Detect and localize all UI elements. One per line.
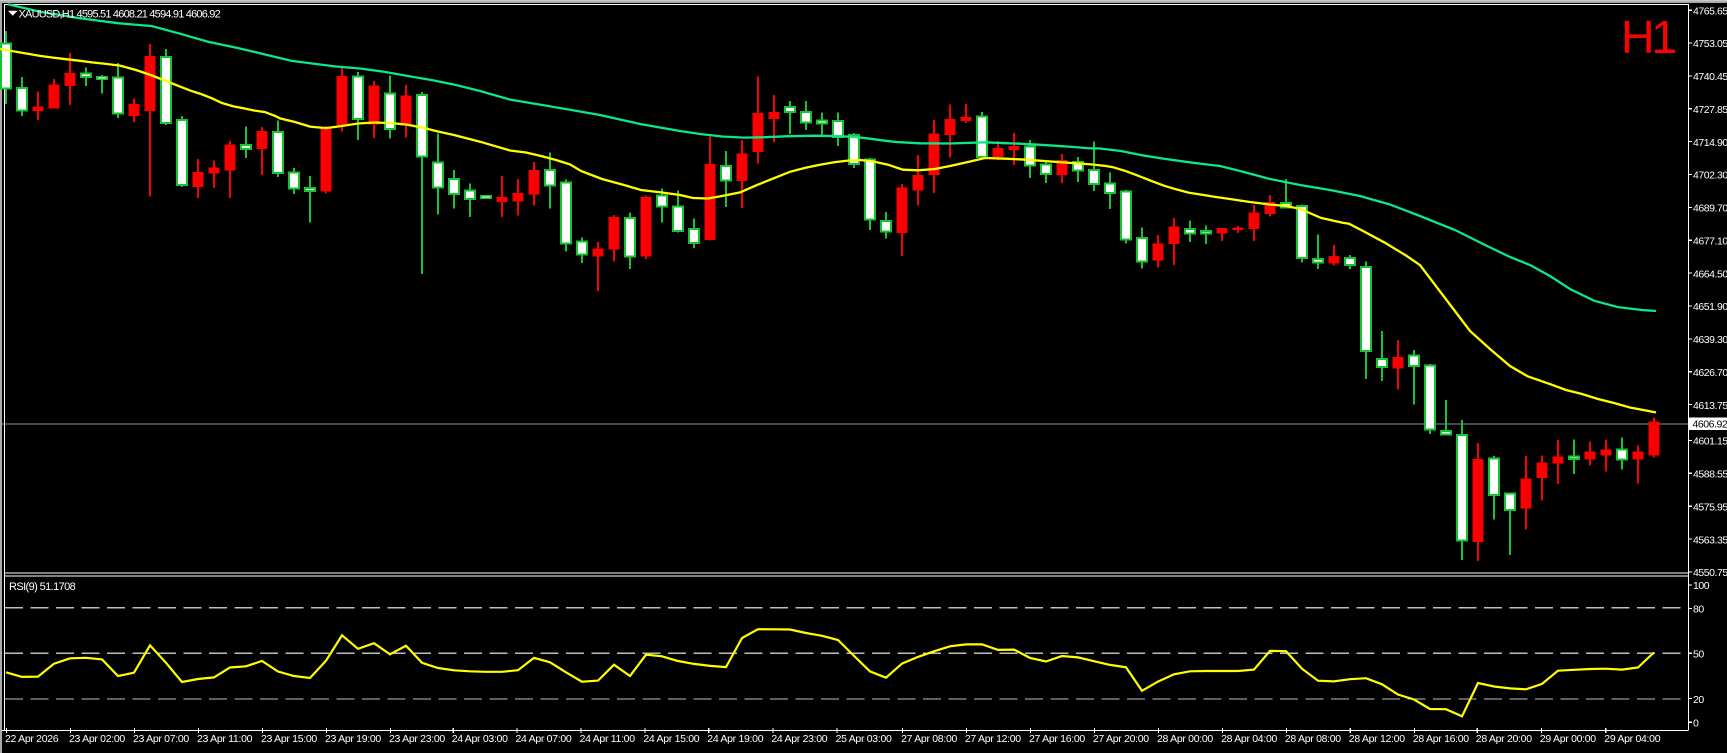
svg-text:4601.15: 4601.15 — [1693, 436, 1727, 448]
svg-text:4613.75: 4613.75 — [1693, 400, 1727, 412]
svg-text:4651.90: 4651.90 — [1693, 301, 1727, 313]
svg-text:29 Apr 00:00: 29 Apr 00:00 — [1540, 733, 1596, 745]
svg-text:4765.65: 4765.65 — [1693, 5, 1727, 17]
svg-text:80: 80 — [1693, 604, 1704, 616]
svg-text:4575.95: 4575.95 — [1693, 501, 1727, 513]
svg-text:4740.45: 4740.45 — [1693, 71, 1727, 83]
svg-text:4550.75: 4550.75 — [1693, 567, 1727, 579]
svg-text:XAUUSD,H1 4595.51 4608.21 4594: XAUUSD,H1 4595.51 4608.21 4594.91 4606.9… — [19, 9, 221, 21]
svg-text:23 Apr 19:00: 23 Apr 19:00 — [325, 733, 381, 745]
svg-text:27 Apr 16:00: 27 Apr 16:00 — [1029, 733, 1085, 745]
svg-text:4563.35: 4563.35 — [1693, 534, 1727, 546]
svg-text:28 Apr 04:00: 28 Apr 04:00 — [1221, 733, 1277, 745]
svg-text:27 Apr 20:00: 27 Apr 20:00 — [1093, 733, 1149, 745]
svg-text:4753.05: 4753.05 — [1693, 38, 1727, 50]
svg-text:23 Apr 23:00: 23 Apr 23:00 — [389, 733, 445, 745]
svg-text:RSI(9) 51.1708: RSI(9) 51.1708 — [9, 581, 76, 593]
svg-text:24 Apr 03:00: 24 Apr 03:00 — [452, 733, 508, 745]
svg-text:4639.30: 4639.30 — [1693, 334, 1727, 346]
svg-text:24 Apr 11:00: 24 Apr 11:00 — [580, 733, 636, 745]
svg-text:23 Apr 02:00: 23 Apr 02:00 — [69, 733, 125, 745]
svg-text:23 Apr 15:00: 23 Apr 15:00 — [261, 733, 317, 745]
svg-text:28 Apr 08:00: 28 Apr 08:00 — [1285, 733, 1341, 745]
svg-text:24 Apr 15:00: 24 Apr 15:00 — [643, 733, 699, 745]
svg-text:4689.70: 4689.70 — [1693, 203, 1727, 215]
svg-text:23 Apr 11:00: 23 Apr 11:00 — [197, 733, 253, 745]
svg-text:24 Apr 19:00: 24 Apr 19:00 — [707, 733, 763, 745]
svg-text:29 Apr 04:00: 29 Apr 04:00 — [1604, 733, 1660, 745]
svg-text:4664.50: 4664.50 — [1693, 268, 1727, 280]
svg-text:28 Apr 12:00: 28 Apr 12:00 — [1349, 733, 1405, 745]
svg-text:28 Apr 16:00: 28 Apr 16:00 — [1413, 733, 1469, 745]
svg-text:50: 50 — [1693, 649, 1704, 661]
svg-text:4727.85: 4727.85 — [1693, 104, 1727, 116]
svg-text:25 Apr 03:00: 25 Apr 03:00 — [836, 733, 892, 745]
svg-text:0: 0 — [1693, 717, 1699, 729]
svg-text:4626.70: 4626.70 — [1693, 367, 1727, 379]
svg-text:H1: H1 — [1621, 11, 1675, 63]
svg-text:100: 100 — [1693, 580, 1710, 592]
svg-text:27 Apr 08:00: 27 Apr 08:00 — [901, 733, 957, 745]
svg-text:23 Apr 07:00: 23 Apr 07:00 — [133, 733, 189, 745]
svg-text:4606.92: 4606.92 — [1693, 419, 1727, 431]
svg-text:24 Apr 07:00: 24 Apr 07:00 — [516, 733, 572, 745]
svg-text:22 Apr 2026: 22 Apr 2026 — [5, 733, 59, 745]
svg-text:27 Apr 12:00: 27 Apr 12:00 — [965, 733, 1021, 745]
svg-text:4588.55: 4588.55 — [1693, 469, 1727, 481]
svg-text:24 Apr 23:00: 24 Apr 23:00 — [771, 733, 827, 745]
svg-text:20: 20 — [1693, 694, 1704, 706]
svg-text:4677.10: 4677.10 — [1693, 236, 1727, 248]
svg-text:4714.90: 4714.90 — [1693, 137, 1727, 149]
svg-text:28 Apr 00:00: 28 Apr 00:00 — [1157, 733, 1213, 745]
svg-text:28 Apr 20:00: 28 Apr 20:00 — [1476, 733, 1532, 745]
svg-text:4702.30: 4702.30 — [1693, 170, 1727, 182]
